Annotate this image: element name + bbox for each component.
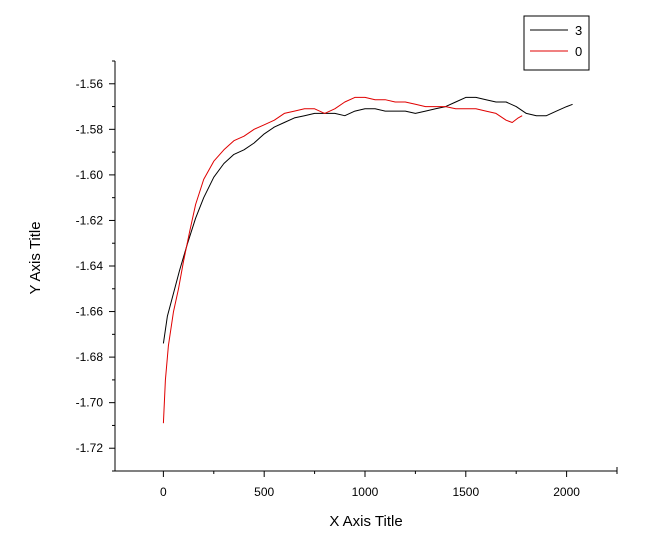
x-tick-label: 1500 [452, 485, 479, 499]
x-tick-label: 0 [160, 485, 167, 499]
legend-box [523, 15, 590, 71]
series-line-0 [162, 96, 523, 424]
legend: 3 0 [523, 15, 590, 71]
series-line-3 [162, 96, 573, 344]
y-tick-label: -1.66 [76, 305, 104, 319]
y-tick-label: -1.70 [76, 396, 104, 410]
y-tick-label: -1.58 [76, 122, 104, 136]
y-tick-label: -1.64 [76, 259, 104, 273]
plot-axes-frame [114, 61, 618, 472]
y-tick-label: -1.60 [76, 168, 104, 182]
y-axis-title: Y Axis Title [27, 221, 44, 294]
y-tick-label: -1.68 [76, 350, 104, 364]
legend-label-series-3: 3 [575, 23, 582, 38]
x-tick-label: 500 [254, 485, 274, 499]
x-axis-title: X Axis Title [329, 513, 402, 530]
x-tick-label: 1000 [352, 485, 379, 499]
y-tick-label: -1.62 [76, 213, 104, 227]
legend-label-series-0: 0 [575, 44, 582, 59]
series-layer [162, 96, 573, 424]
y-tick-label: -1.56 [76, 77, 104, 91]
y-axis-ticks: -1.72 -1.70 -1.68 -1.66 -1.64 -1.62 -1.60 -1.58… [76, 60, 115, 472]
y-tick-label: -1.72 [76, 441, 104, 455]
x-tick-label: 2000 [553, 485, 580, 499]
x-axis-ticks: 0 500 1000 1500 2000 [160, 471, 618, 499]
